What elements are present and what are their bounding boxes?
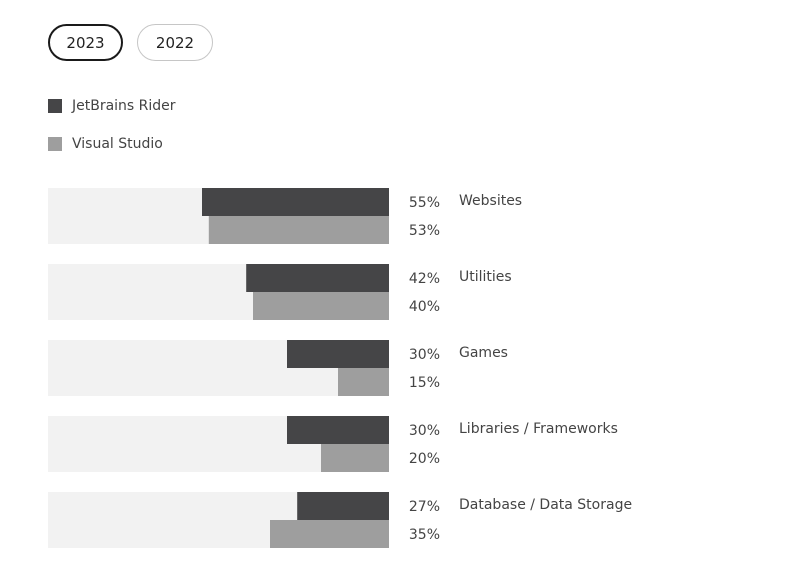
- bar-websites-rider: [202, 188, 389, 216]
- bar-libraries-frameworks-visual-studio: [321, 444, 389, 472]
- category-label-utilities: Utilities: [459, 269, 512, 285]
- bar-utilities-rider: [246, 264, 389, 292]
- bar-database-data-storage-rider: [297, 492, 389, 520]
- value-label-games-rider: 30%: [409, 347, 440, 363]
- tab-2023[interactable]: 2023: [48, 24, 123, 61]
- legend-item-rider: JetBrains Rider: [48, 96, 176, 116]
- value-label-libraries-frameworks-visual-studio: 20%: [409, 451, 440, 467]
- bar-utilities-visual-studio: [253, 292, 389, 320]
- legend-label-visual-studio: Visual Studio: [72, 136, 163, 152]
- category-label-games: Games: [459, 345, 508, 361]
- legend-item-visual-studio: Visual Studio: [48, 134, 176, 154]
- legend-swatch-visual-studio: [48, 137, 62, 151]
- bar-database-data-storage-visual-studio: [270, 520, 389, 548]
- value-label-libraries-frameworks-rider: 30%: [409, 423, 440, 439]
- value-label-database-data-storage-visual-studio: 35%: [409, 527, 440, 543]
- value-label-games-visual-studio: 15%: [409, 375, 440, 391]
- category-label-libraries-frameworks: Libraries / Frameworks: [459, 421, 618, 437]
- bar-games-visual-studio: [338, 368, 389, 396]
- legend: JetBrains Rider Visual Studio: [48, 96, 176, 172]
- category-label-websites: Websites: [459, 193, 522, 209]
- bar-libraries-frameworks-rider: [287, 416, 389, 444]
- tab-2022[interactable]: 2022: [137, 24, 213, 61]
- bar-websites-visual-studio: [208, 216, 389, 244]
- category-label-database-data-storage: Database / Data Storage: [459, 497, 632, 513]
- bar-games-rider: [287, 340, 389, 368]
- year-tabs: 2023 2022: [48, 24, 213, 61]
- value-label-websites-rider: 55%: [409, 195, 440, 211]
- value-label-utilities-visual-studio: 40%: [409, 299, 440, 315]
- value-label-database-data-storage-rider: 27%: [409, 499, 440, 515]
- value-label-websites-visual-studio: 53%: [409, 223, 440, 239]
- legend-swatch-rider: [48, 99, 62, 113]
- value-label-utilities-rider: 42%: [409, 271, 440, 287]
- bar-track-games-1: [48, 368, 389, 396]
- legend-label-rider: JetBrains Rider: [72, 98, 176, 114]
